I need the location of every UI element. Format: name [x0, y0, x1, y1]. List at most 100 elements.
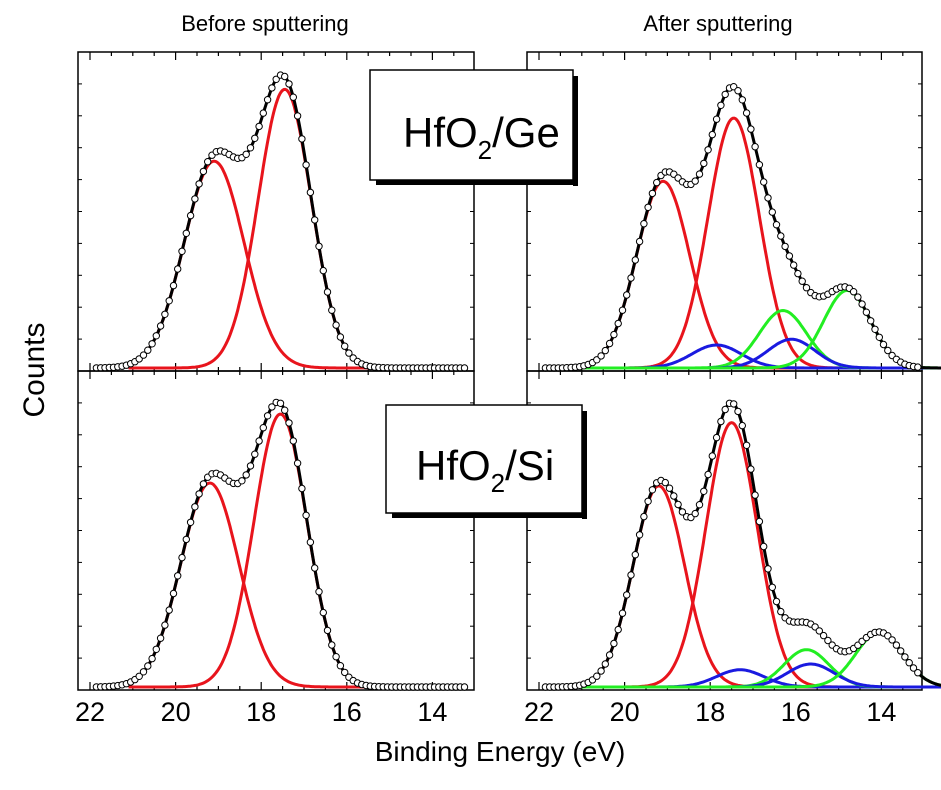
data-point	[708, 452, 716, 460]
data-point	[268, 403, 276, 411]
sample-label-si-base: HfO	[416, 442, 491, 489]
sample-label-si-box	[385, 404, 583, 514]
data-point	[311, 216, 319, 224]
data-point	[635, 237, 644, 246]
data-point	[704, 146, 712, 154]
data-point	[691, 177, 699, 185]
data-point	[721, 90, 729, 99]
data-point	[627, 571, 635, 579]
data-point	[251, 134, 259, 143]
sample-label-ge-box	[369, 69, 574, 181]
data-point	[182, 535, 191, 544]
data-point	[191, 503, 199, 511]
data-point	[640, 512, 648, 521]
data-point	[328, 306, 336, 314]
data-point	[306, 538, 315, 546]
data-point	[751, 491, 759, 499]
sample-label-si-shadow-bottom	[392, 513, 587, 518]
data-point	[332, 653, 340, 661]
x-tick-labels: 2220181614222018161412	[75, 697, 896, 727]
data-point	[336, 333, 345, 341]
data-point	[644, 203, 652, 212]
data-point	[760, 178, 768, 186]
x-tick-label: 16	[332, 697, 362, 727]
data-point	[182, 229, 191, 238]
data-point	[178, 247, 186, 256]
component-curve-2	[577, 116, 941, 370]
data-point	[341, 342, 349, 350]
data-point	[293, 459, 302, 467]
data-point	[785, 252, 794, 260]
data-point	[285, 80, 293, 88]
data-point	[721, 405, 729, 414]
data-point	[824, 636, 832, 645]
data-point	[199, 167, 208, 176]
data-point	[272, 75, 280, 84]
data-point	[644, 497, 652, 505]
data-point	[174, 572, 182, 580]
sample-label-si-shadow	[582, 411, 587, 519]
data-point	[323, 626, 332, 635]
sample-label-ge-shadow	[573, 76, 578, 186]
data-point	[777, 232, 785, 240]
data-point	[717, 417, 725, 426]
data-point	[798, 277, 806, 285]
data-point	[742, 109, 751, 117]
data-point	[148, 340, 156, 348]
data-point	[665, 484, 674, 492]
data-point	[768, 208, 776, 216]
data-point	[772, 597, 781, 606]
data-point	[738, 421, 746, 430]
column-title-before: Before sputtering	[181, 11, 349, 36]
sample-label-si-text: HfO2/Si	[416, 442, 554, 498]
data-point	[648, 486, 657, 494]
data-point	[238, 477, 246, 485]
data-point	[255, 122, 263, 131]
data-point	[161, 621, 169, 629]
data-point	[871, 325, 879, 333]
data-point	[610, 639, 618, 648]
data-point	[341, 668, 349, 677]
data-point	[605, 651, 614, 659]
data-point	[152, 332, 161, 340]
data-point	[460, 683, 469, 691]
data-point	[678, 508, 687, 516]
data-point	[901, 653, 909, 661]
data-point	[635, 531, 644, 539]
data-point	[298, 135, 306, 143]
data-point	[332, 321, 340, 329]
data-point	[255, 437, 263, 445]
data-point	[152, 645, 161, 653]
data-point	[819, 631, 828, 640]
data-point	[593, 672, 601, 680]
panel-frame-after-ge	[526, 51, 923, 372]
data-point	[897, 647, 905, 655]
data-point	[695, 170, 704, 178]
data-point	[802, 284, 811, 292]
data-point	[306, 188, 315, 197]
data-point	[742, 441, 751, 449]
x-tick-label: 22	[524, 697, 554, 727]
data-point	[191, 195, 199, 203]
x-tick-label: 14	[417, 697, 447, 727]
panel-before-si	[77, 370, 475, 691]
data-point	[161, 310, 169, 318]
sample-label-ge-base: HfO	[403, 109, 478, 156]
sample-label-ge: HfO2/Ge	[369, 69, 578, 186]
data-point	[276, 399, 285, 407]
sample-label-si-rest: /Si	[505, 442, 554, 489]
data-point	[879, 340, 888, 349]
data-point	[242, 471, 250, 479]
data-point	[730, 400, 738, 408]
data-point	[755, 161, 764, 169]
data-point	[156, 322, 165, 330]
data-point	[186, 518, 195, 526]
data-point	[156, 634, 165, 642]
data-point	[281, 406, 289, 414]
sample-label-si-sub: 2	[491, 468, 505, 498]
data-point	[623, 291, 631, 299]
y-axis-label: Counts	[18, 322, 51, 417]
data-point	[328, 641, 336, 649]
data-point	[862, 308, 871, 316]
